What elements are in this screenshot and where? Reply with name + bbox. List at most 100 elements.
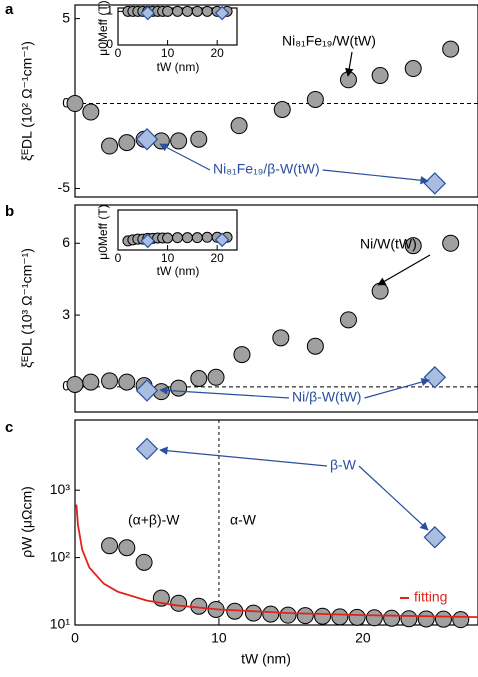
- point: [82, 373, 100, 391]
- point: [190, 369, 208, 387]
- point: [190, 130, 208, 148]
- diamond-point: [135, 379, 159, 402]
- x-tick-label: 10: [161, 251, 175, 265]
- x-tick-label: 10: [161, 46, 175, 60]
- point: [201, 231, 213, 243]
- point: [101, 537, 119, 555]
- arrow: [159, 446, 328, 467]
- y-tick-label: 0: [62, 94, 70, 110]
- point: [207, 368, 225, 386]
- arrow: [377, 254, 431, 286]
- annotation: (α+β)-W: [128, 512, 180, 528]
- y-axis-label: μ0Meff (T): [96, 0, 110, 55]
- point: [244, 604, 262, 622]
- x-tick-label: 10: [211, 630, 227, 646]
- series-label: Ni/W(tW): [360, 236, 417, 252]
- x-tick-label: 20: [210, 46, 224, 60]
- point: [383, 609, 401, 627]
- panel-letter: a: [5, 1, 14, 18]
- point: [172, 5, 183, 17]
- x-axis-label: tW (nm): [157, 60, 200, 74]
- arrow: [322, 169, 429, 185]
- point: [331, 608, 349, 626]
- arrow: [364, 377, 430, 399]
- point: [172, 232, 183, 244]
- point: [279, 606, 297, 624]
- point: [306, 90, 324, 108]
- point: [191, 232, 203, 244]
- point: [82, 103, 100, 121]
- x-axis-label: tW (nm): [157, 264, 200, 278]
- y-tick-label: -5: [58, 179, 71, 195]
- point: [201, 5, 213, 17]
- diamond-point: [214, 5, 230, 21]
- x-tick-label: 20: [355, 630, 371, 646]
- diamond-point: [135, 437, 159, 461]
- point: [181, 232, 193, 244]
- point: [339, 311, 357, 329]
- y-axis-label: ξᴱDL (10³ Ω⁻¹cm⁻¹): [19, 248, 35, 368]
- point: [230, 117, 248, 135]
- point: [434, 610, 452, 628]
- y-tick-label: 0: [106, 37, 113, 51]
- point: [66, 95, 84, 113]
- point: [442, 234, 460, 252]
- panel-letter: b: [5, 203, 14, 220]
- point: [404, 60, 422, 78]
- annotation: α-W: [230, 512, 257, 528]
- diamond-point: [140, 5, 156, 21]
- y-tick-label: 1: [106, 4, 113, 18]
- point: [314, 607, 332, 625]
- point: [400, 610, 418, 628]
- point: [118, 539, 136, 557]
- diamond-point: [423, 526, 447, 549]
- point: [170, 379, 188, 397]
- arrow: [345, 51, 354, 77]
- y-tick-label: 10²: [50, 548, 71, 564]
- y-tick-label: 6: [62, 234, 70, 250]
- y-axis-label: ρW (μΩcm): [19, 486, 35, 558]
- point: [417, 610, 435, 628]
- point: [365, 609, 383, 627]
- x-tick-label: 0: [71, 630, 79, 646]
- x-tick-label: 0: [115, 251, 122, 265]
- y-tick-label: 3: [62, 306, 70, 322]
- series-label: Ni₈₁Fe₁₉/β-W(tW): [213, 161, 320, 177]
- arrow: [358, 465, 429, 531]
- point: [262, 605, 280, 623]
- diamond-point: [140, 233, 156, 249]
- series-label: β-W: [330, 457, 357, 473]
- diamond-point: [214, 232, 230, 248]
- point: [371, 282, 389, 300]
- point: [101, 372, 119, 390]
- fit-line: [75, 504, 478, 618]
- series-label: Ni₈₁Fe₁₉/W(tW): [282, 33, 376, 49]
- x-tick-label: 0: [115, 46, 122, 60]
- y-axis-label: ξᴱDL (10² Ω⁻¹cm⁻¹): [19, 41, 35, 161]
- diamond-point: [135, 127, 159, 151]
- point: [135, 553, 153, 571]
- point: [170, 132, 188, 150]
- arrow: [159, 386, 290, 399]
- point: [101, 137, 119, 155]
- series-label: fitting: [414, 589, 447, 605]
- point: [306, 337, 324, 355]
- point: [233, 346, 251, 364]
- y-axis-label: μ0Meff (T): [96, 204, 110, 259]
- point: [442, 40, 460, 58]
- point: [162, 232, 174, 244]
- y-tick-label: 0: [62, 378, 70, 394]
- point: [118, 373, 136, 391]
- x-tick-label: 20: [210, 251, 224, 265]
- point: [404, 237, 422, 255]
- point: [296, 607, 314, 625]
- plot-frame: [74, 419, 478, 626]
- point: [371, 67, 389, 85]
- point: [181, 5, 193, 17]
- point: [272, 329, 290, 347]
- y-tick-label: 10³: [50, 481, 71, 497]
- series-label: Ni/β-W(tW): [292, 389, 361, 405]
- arrow: [159, 143, 211, 171]
